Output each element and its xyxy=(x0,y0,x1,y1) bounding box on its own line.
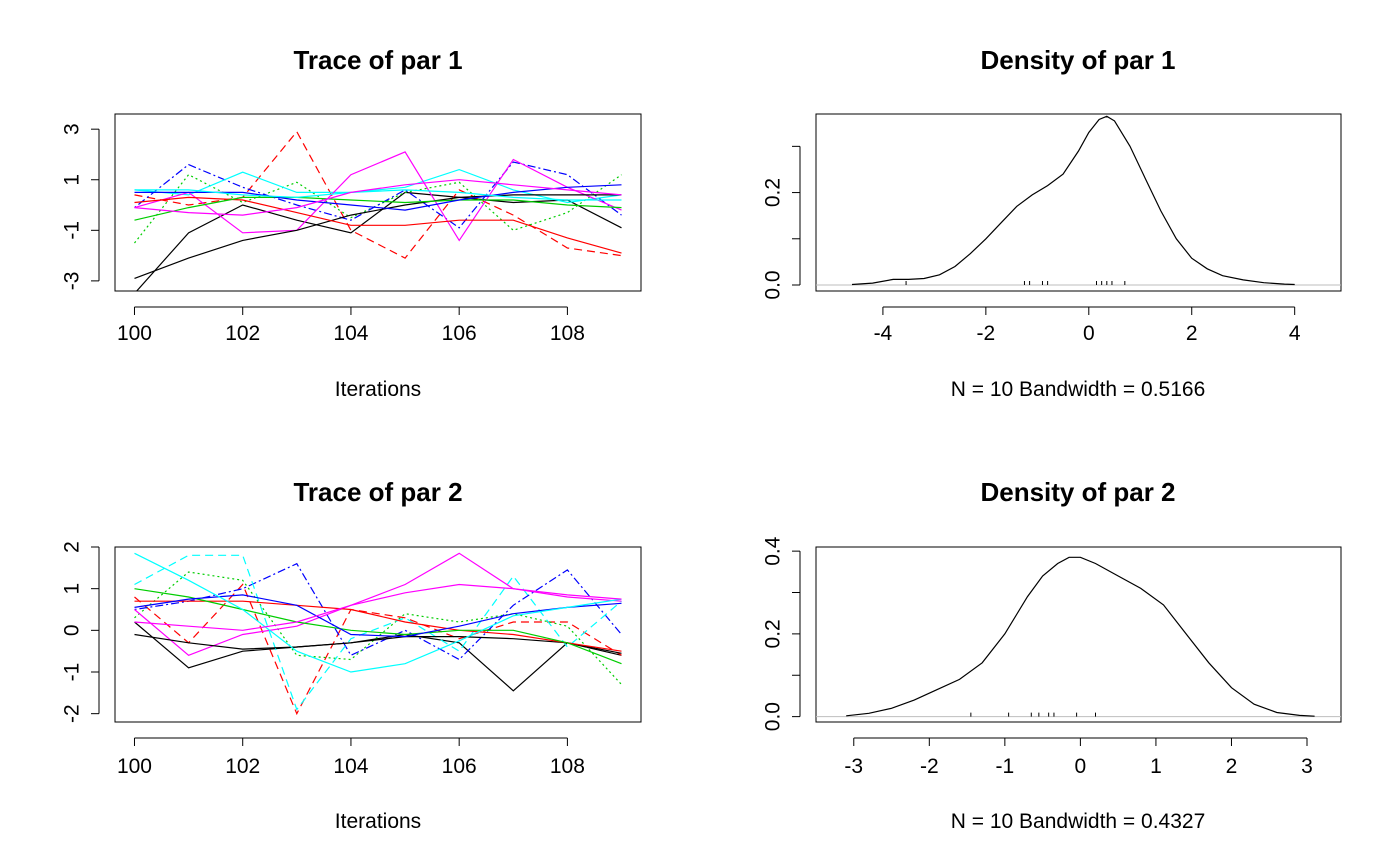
x-tick-label: 108 xyxy=(550,755,585,778)
x-tick-label: 2 xyxy=(1226,755,1238,778)
trace-series-9 xyxy=(134,196,622,221)
trace-series-2 xyxy=(134,130,622,259)
panel-title: Trace of par 2 xyxy=(293,477,462,507)
y-tick-label: 0.2 xyxy=(761,178,784,207)
panel-1: Trace of par 1 100 102 104 106 108 Iterations -… xyxy=(60,45,642,401)
y-tick-label: 0.4 xyxy=(761,536,784,566)
x-tick-label: 102 xyxy=(225,755,260,778)
x-tick-label: 3 xyxy=(1301,755,1313,778)
panel-4: Density of par 2 -3 -2 -1 0 1 2 3 N = 10 Bandwid… xyxy=(761,477,1342,833)
plot-frame xyxy=(114,113,642,292)
x-tick-label: -3 xyxy=(844,755,863,778)
trace-series-7 xyxy=(134,194,622,279)
x-tick-label: -4 xyxy=(874,322,893,345)
trace-series-3 xyxy=(134,173,622,244)
trace-series-12 xyxy=(134,583,622,631)
x-tick-label: 106 xyxy=(442,755,477,778)
trace-series-11 xyxy=(134,189,622,201)
trace-series-10 xyxy=(134,594,622,638)
trace-series-11 xyxy=(134,552,622,673)
x-tick-label: 4 xyxy=(1289,322,1301,345)
trace-series-4 xyxy=(134,562,622,661)
x-tick-label: 0 xyxy=(1083,322,1095,345)
y-tick-label: 2 xyxy=(60,541,83,553)
x-axis-label: Iterations xyxy=(335,810,421,833)
panel-title: Density of par 1 xyxy=(980,45,1175,75)
trace-series-1 xyxy=(135,191,622,291)
y-tick-label: 1 xyxy=(60,174,83,186)
y-tick-label: 3 xyxy=(60,123,83,135)
panel-title: Density of par 2 xyxy=(980,477,1175,507)
trace-series-8 xyxy=(134,600,622,652)
x-tick-label: 100 xyxy=(117,322,152,345)
trace-series-6 xyxy=(134,552,622,656)
y-tick-label: 0.2 xyxy=(761,619,784,648)
x-tick-label: 0 xyxy=(1075,755,1087,778)
y-tick-label: 0 xyxy=(60,624,83,636)
y-tick-label: -3 xyxy=(60,272,83,291)
y-tick-label: 0.0 xyxy=(761,702,784,731)
plot-frame xyxy=(114,546,642,723)
trace-series-5 xyxy=(134,168,622,204)
x-axis-label: Iterations xyxy=(335,378,421,401)
x-tick-label: 1 xyxy=(1150,755,1162,778)
x-tick-label: 106 xyxy=(442,322,477,345)
panel-title: Trace of par 1 xyxy=(293,45,462,75)
y-tick-label: -1 xyxy=(60,663,83,682)
trace-series-12 xyxy=(134,179,622,216)
x-axis-label: N = 10 Bandwidth = 0.4327 xyxy=(951,810,1206,833)
panel-2: Density of par 1 -4 -2 0 2 4 N = 10 Bandwidth … xyxy=(761,45,1342,401)
trace-series-7 xyxy=(134,633,622,654)
trace-series-3 xyxy=(134,571,622,685)
x-tick-label: -2 xyxy=(977,322,996,345)
density-curve xyxy=(846,556,1315,717)
x-tick-label: 102 xyxy=(225,322,260,345)
plot-frame xyxy=(815,113,1342,292)
plot-frame xyxy=(815,546,1342,723)
trace-series-8 xyxy=(134,196,622,254)
trace-series-1 xyxy=(134,621,622,692)
x-tick-label: 100 xyxy=(117,755,152,778)
trace-series-9 xyxy=(134,588,622,665)
density-curve xyxy=(851,115,1295,286)
x-tick-label: 104 xyxy=(333,755,368,778)
trace-series-6 xyxy=(134,151,622,242)
y-tick-label: -2 xyxy=(60,704,83,723)
x-tick-label: 104 xyxy=(333,322,368,345)
y-tick-label: -1 xyxy=(60,221,83,240)
y-tick-label: 0.0 xyxy=(761,270,784,299)
x-tick-label: 108 xyxy=(550,322,585,345)
x-axis-label: N = 10 Bandwidth = 0.5166 xyxy=(951,378,1206,401)
x-tick-label: -2 xyxy=(920,755,939,778)
x-tick-label: 2 xyxy=(1186,322,1198,345)
x-tick-label: -1 xyxy=(996,755,1015,778)
trace-series-2 xyxy=(134,583,622,716)
y-tick-label: 1 xyxy=(60,583,83,595)
